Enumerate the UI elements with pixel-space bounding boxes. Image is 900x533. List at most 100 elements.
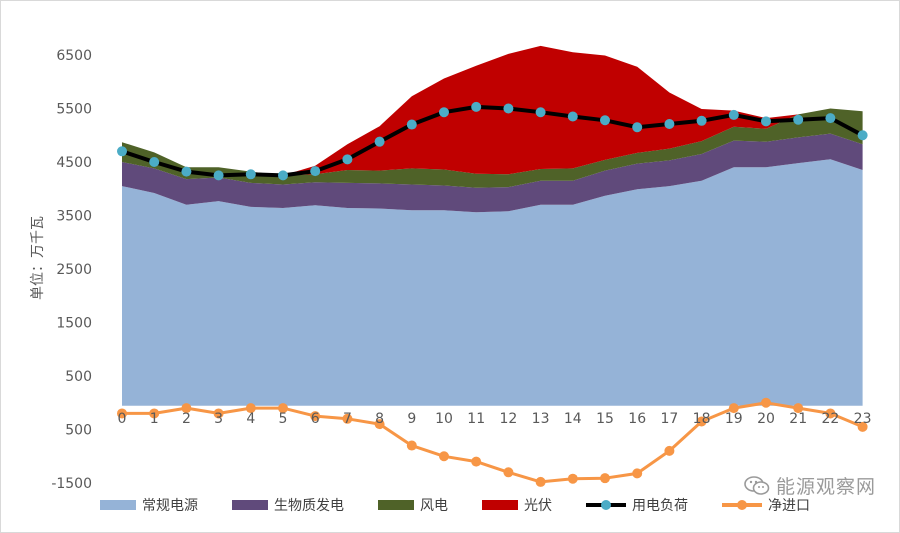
- y-tick-label: 5500: [56, 102, 92, 118]
- x-tick-label: 2: [182, 411, 191, 427]
- watermark-text: 能源观察网: [775, 476, 876, 498]
- point-0-20: [761, 116, 771, 127]
- point-1-1: [149, 408, 160, 419]
- point-1-3: [213, 408, 224, 419]
- area-2: [122, 108, 863, 188]
- point-0-12: [503, 103, 514, 114]
- x-tick-label: 5: [279, 411, 288, 427]
- point-0-13: [535, 107, 546, 118]
- y-tick-label: 4500: [56, 155, 92, 171]
- legend-label: 风电: [420, 498, 448, 514]
- stacked-areas: [122, 45, 863, 406]
- legend-label: 生物质发电: [274, 498, 344, 514]
- point-1-22: [825, 408, 836, 419]
- point-1-12: [503, 467, 514, 478]
- x-tick-label: 16: [628, 411, 646, 427]
- legend-swatch: [232, 500, 268, 510]
- area-3: [122, 45, 863, 176]
- point-1-6: [310, 411, 321, 422]
- x-tick-label: 8: [375, 411, 384, 427]
- legend-item: 生物质发电: [232, 495, 344, 515]
- point-1-7: [342, 413, 353, 424]
- point-1-10: [439, 451, 449, 462]
- y-tick-label: -1500: [51, 476, 92, 492]
- point-0-11: [471, 101, 482, 112]
- x-tick-label: 11: [467, 411, 485, 427]
- x-axis-ticks: 0 1 2 3 4 5 6 7 8 9 10 11 12 13 14 15 16 17 18 19 20 21 22 23: [118, 411, 872, 427]
- legend-line-marker: [722, 500, 762, 510]
- x-tick-label: 21: [789, 411, 807, 427]
- x-tick-label: 19: [725, 411, 743, 427]
- point-0-10: [439, 107, 449, 118]
- point-0-16: [632, 122, 643, 133]
- legend-label: 净进口: [768, 498, 810, 514]
- y-tick-label: 6500: [56, 48, 92, 64]
- x-tick-label: 20: [757, 411, 775, 427]
- legend-line-marker: [586, 500, 626, 510]
- point-1-5: [278, 403, 288, 414]
- legend-label: 常规电源: [142, 498, 198, 514]
- x-tick-label: 23: [854, 411, 872, 427]
- x-tick-label: 18: [693, 411, 711, 427]
- point-1-15: [600, 473, 610, 484]
- x-tick-label: 4: [246, 411, 255, 427]
- point-0-0: [117, 146, 127, 157]
- point-0-8: [374, 136, 385, 147]
- line-series: [117, 101, 868, 487]
- point-0-9: [406, 119, 417, 130]
- legend-item: 光伏: [482, 495, 552, 515]
- x-tick-label: 1: [150, 411, 159, 427]
- legend-label: 用电负荷: [632, 498, 688, 514]
- point-1-16: [632, 468, 643, 479]
- point-0-23: [857, 130, 868, 141]
- y-tick-label: 3500: [56, 209, 92, 225]
- legend-item: 常规电源: [100, 495, 198, 515]
- y-tick-label: 1500: [56, 316, 92, 332]
- x-tick-label: 15: [596, 411, 614, 427]
- point-0-4: [245, 169, 256, 180]
- point-1-20: [761, 397, 771, 408]
- x-tick-label: 7: [343, 411, 352, 427]
- point-1-4: [245, 403, 256, 414]
- point-1-17: [664, 445, 675, 456]
- chart-legend: 常规电源 生物质发电 风电 光伏 用电负荷 净进口: [100, 493, 844, 517]
- point-1-8: [374, 419, 385, 430]
- point-0-2: [181, 166, 192, 177]
- x-tick-label: 12: [499, 411, 517, 427]
- point-0-6: [310, 166, 321, 177]
- point-0-3: [213, 170, 224, 181]
- point-0-5: [278, 170, 288, 181]
- y-tick-label: 500: [65, 369, 92, 385]
- legend-label: 光伏: [524, 498, 552, 514]
- y-axis-ticks: 6500 5500 4500 3500 2500 1500 500 500 -1500: [51, 48, 92, 492]
- legend-swatch: [482, 500, 518, 510]
- legend-item: 风电: [378, 495, 448, 515]
- x-tick-label: 3: [214, 411, 223, 427]
- area-0: [122, 159, 863, 406]
- point-0-17: [664, 119, 675, 130]
- y-axis-label: 单位：万千瓦: [30, 216, 46, 300]
- line-1: [122, 401, 864, 484]
- x-tick-label: 22: [821, 411, 839, 427]
- point-1-13: [535, 476, 546, 487]
- line-0: [121, 104, 864, 178]
- legend-item: 用电负荷: [586, 495, 688, 515]
- point-1-14: [567, 473, 578, 484]
- legend-swatch: [378, 500, 414, 510]
- point-1-9: [406, 440, 417, 451]
- point-1-21: [793, 403, 804, 414]
- legend-item: 净进口: [722, 495, 810, 515]
- point-1-19: [728, 403, 739, 414]
- area-1: [122, 133, 863, 213]
- x-tick-label: 13: [532, 411, 550, 427]
- point-0-14: [567, 111, 578, 122]
- point-1-18: [696, 416, 707, 427]
- point-0-1: [149, 157, 160, 167]
- point-1-11: [471, 456, 482, 467]
- point-0-7: [342, 154, 353, 165]
- point-0-22: [825, 113, 836, 124]
- x-tick-label: 9: [407, 411, 416, 427]
- x-tick-label: 6: [311, 411, 320, 427]
- x-tick-label: 0: [118, 411, 127, 427]
